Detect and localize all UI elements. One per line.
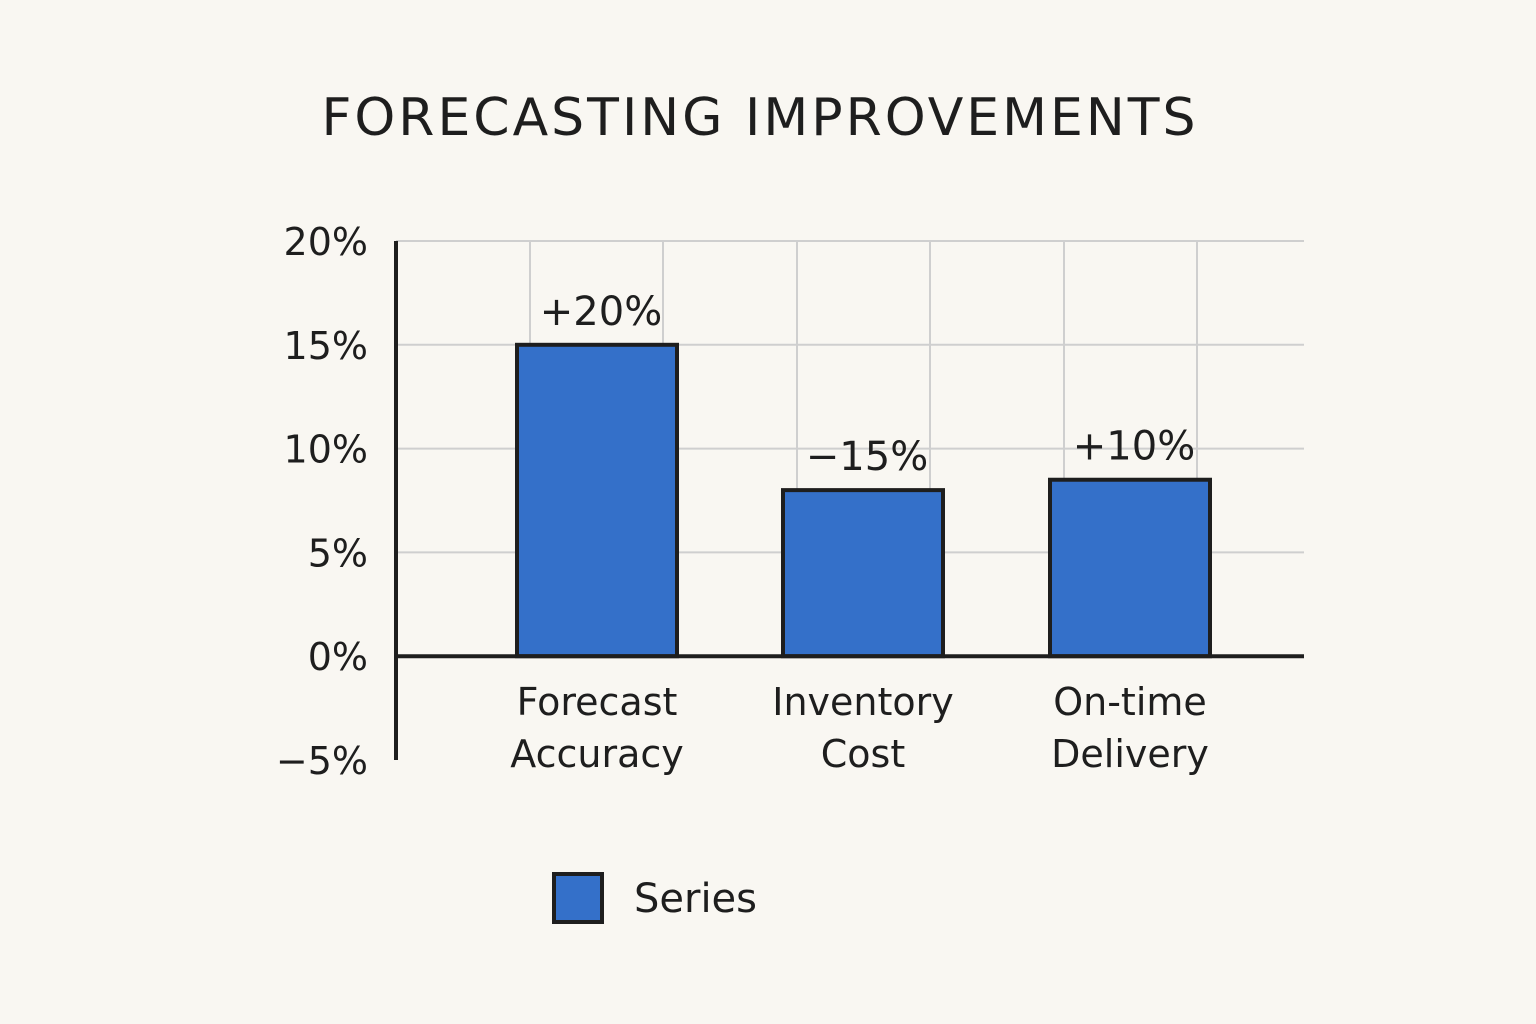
data-label-1: −15% (806, 434, 928, 480)
bars (515, 342, 1212, 659)
data-label-0: +20% (540, 289, 662, 335)
x-tick-label-0: Forecast Accuracy (510, 680, 684, 776)
y-tick-label-1: 0% (308, 635, 368, 679)
y-tick-label-2: 5% (308, 531, 368, 575)
legend: Series (552, 872, 757, 924)
x-axis-labels: Forecast Accuracy Inventory Cost On-time Deli… (510, 680, 1209, 776)
x-tick-label-2: On-time Delivery (1051, 680, 1209, 776)
y-axis-ticks: −5% 0% 5% 10% 15% 20% (276, 220, 368, 783)
bar-0 (515, 342, 679, 659)
legend-label: Series (634, 876, 757, 922)
legend-swatch (552, 872, 604, 924)
bar-1 (781, 488, 945, 659)
axes (394, 241, 1304, 760)
data-label-2: +10% (1073, 424, 1195, 470)
x-tick-label-1: Inventory Cost (772, 680, 954, 776)
chart-title: FORECASTING IMPROVEMENTS (321, 88, 1198, 148)
y-tick-label-5: 20% (284, 220, 368, 264)
y-tick-label-0: −5% (276, 739, 368, 783)
bar-2 (1048, 477, 1212, 659)
y-tick-label-4: 15% (284, 324, 368, 368)
data-labels: +20% −15% +10% (540, 289, 1195, 480)
y-tick-label-3: 10% (284, 428, 368, 472)
